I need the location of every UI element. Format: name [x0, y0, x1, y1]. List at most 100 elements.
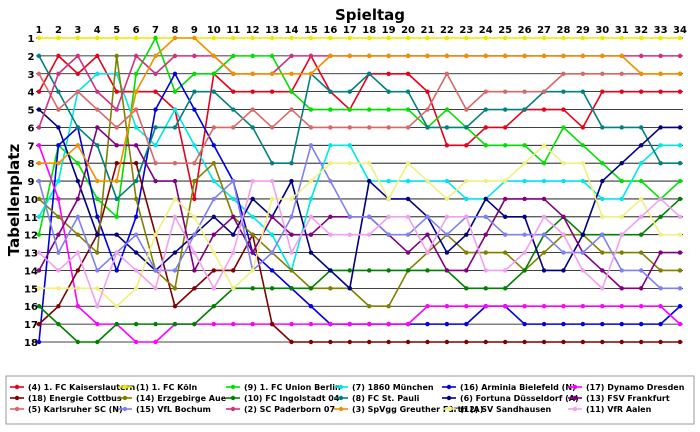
data-point: [308, 35, 314, 41]
data-point: [464, 286, 469, 291]
data-point: [172, 196, 178, 202]
legend-label: (5) Karlsruher SC (N): [28, 405, 123, 414]
data-point: [600, 178, 605, 184]
data-point: [522, 35, 527, 41]
data-point: [619, 250, 624, 255]
series-path: [38, 55, 680, 200]
data-point: [328, 125, 333, 130]
data-point: [561, 250, 566, 255]
data-point: [95, 143, 100, 148]
data-point: [153, 71, 158, 76]
data-point: [36, 339, 42, 345]
data-point: [172, 53, 178, 59]
data-point: [658, 196, 663, 202]
data-point: [561, 160, 566, 166]
data-point: [405, 196, 411, 202]
data-point: [405, 250, 411, 255]
y-tick-label: 10: [24, 195, 38, 206]
data-point: [638, 321, 644, 327]
data-point: [114, 35, 119, 41]
data-point: [580, 268, 586, 273]
data-point: [464, 250, 469, 255]
data-point: [250, 232, 255, 237]
data-point: [347, 107, 352, 112]
series-line: [36, 71, 683, 166]
legend-marker: [14, 384, 20, 390]
data-point: [444, 71, 450, 76]
data-point: [269, 53, 275, 59]
data-point: [658, 143, 663, 148]
data-point: [95, 89, 100, 94]
data-point: [211, 196, 217, 202]
data-point: [192, 35, 197, 41]
data-point: [405, 178, 411, 184]
data-point: [502, 232, 508, 237]
legend-entry: (13) FSV Frankfurt: [568, 394, 670, 403]
data-point: [95, 125, 100, 130]
data-point: [269, 35, 275, 41]
data-point: [405, 268, 411, 273]
x-tick-label: 9: [191, 25, 198, 36]
data-point: [677, 268, 683, 273]
data-point: [619, 53, 624, 59]
data-point: [172, 89, 178, 94]
legend-entry: (11) VfR Aalen: [568, 405, 652, 414]
y-tick-label: 4: [28, 88, 35, 99]
data-point: [405, 35, 411, 41]
data-point: [211, 268, 217, 273]
data-point: [522, 268, 527, 273]
data-point: [502, 53, 508, 59]
data-point: [95, 339, 100, 345]
data-point: [658, 250, 663, 255]
data-point: [153, 286, 158, 291]
data-point: [677, 125, 683, 130]
y-tick-label: 12: [24, 231, 38, 242]
data-point: [308, 232, 314, 237]
data-point: [250, 196, 255, 202]
data-point: [638, 71, 644, 76]
data-point: [347, 286, 352, 291]
legend-label: (17) Dynamo Dresden: [586, 383, 685, 392]
data-point: [328, 53, 333, 59]
data-point: [192, 268, 197, 273]
data-point: [95, 286, 100, 291]
data-point: [56, 268, 61, 273]
data-point: [36, 268, 42, 273]
data-point: [425, 268, 430, 273]
legend-marker: [572, 395, 578, 401]
data-point: [133, 268, 139, 273]
data-point: [464, 321, 469, 327]
data-point: [192, 160, 197, 166]
data-point: [133, 321, 139, 327]
data-point: [658, 232, 663, 237]
legend-marker: [122, 395, 128, 401]
data-point: [347, 214, 352, 220]
data-point: [211, 214, 217, 220]
y-tick-label: 7: [28, 141, 35, 152]
data-point: [95, 268, 100, 273]
data-point: [522, 232, 527, 237]
data-point: [425, 125, 430, 130]
series-line: [36, 160, 683, 345]
data-point: [386, 304, 391, 309]
data-point: [600, 304, 605, 309]
data-point: [56, 160, 61, 166]
data-point: [464, 107, 469, 112]
legend-entry: (9) 1. FC Union Berlin: [226, 383, 341, 392]
data-point: [386, 268, 391, 273]
series-line: [36, 53, 683, 202]
data-point: [231, 53, 236, 59]
data-point: [580, 232, 586, 237]
data-point: [425, 250, 430, 255]
y-axis-label: Tabellenplatz: [5, 144, 23, 257]
legend-entry: (3) SpVgg Greuther Fürth (A): [334, 405, 483, 414]
data-point: [36, 250, 42, 255]
x-tick-label: 34: [673, 25, 687, 36]
legend-label: (11) VfR Aalen: [586, 405, 652, 414]
data-point: [95, 107, 100, 112]
legend-label: (2) SC Paderborn 07: [244, 405, 335, 414]
data-point: [231, 232, 236, 237]
x-tick-label: 7: [152, 25, 159, 36]
data-point: [75, 214, 81, 220]
data-point: [483, 196, 488, 202]
